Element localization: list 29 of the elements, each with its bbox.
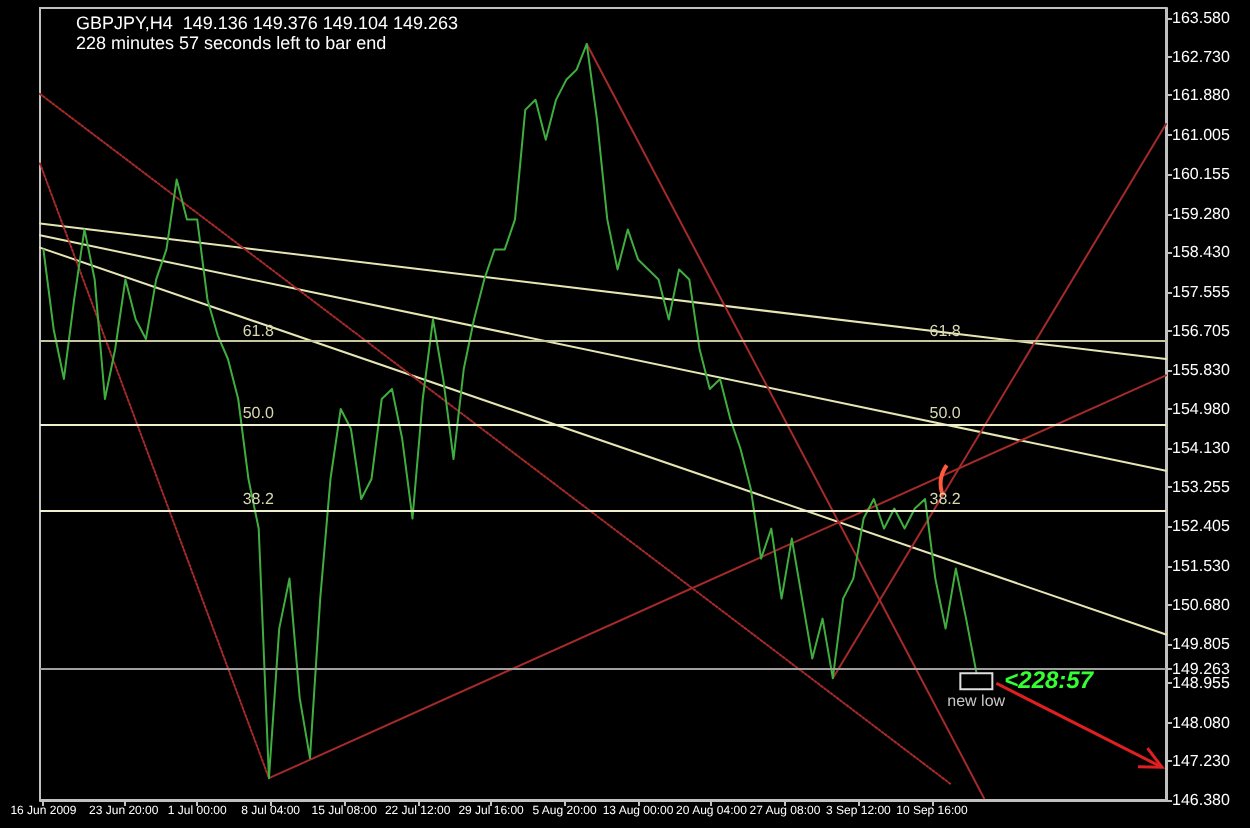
y-tick-label: 161.005 <box>1172 126 1231 145</box>
y-tick-label: 158.430 <box>1172 243 1231 262</box>
annotation: 61.8 <box>242 321 274 340</box>
chart-title: GBPJPY,H4 149.136 149.376 149.104 149.263 <box>76 13 458 33</box>
y-tick-label: 148.080 <box>1172 713 1231 732</box>
y-tick-label: 155.830 <box>1172 361 1231 380</box>
annotation: 50.0 <box>929 404 961 423</box>
y-tick-label: 150.680 <box>1172 595 1231 614</box>
y-tick-label: 148.955 <box>1172 673 1231 692</box>
annotation: <228:57 <box>1004 666 1094 695</box>
y-tick-label: 161.880 <box>1172 86 1231 105</box>
y-tick-label: 157.555 <box>1172 282 1231 301</box>
y-tick-label: 146.380 <box>1172 791 1231 809</box>
y-tick-label: 147.230 <box>1172 752 1231 771</box>
y-tick-label: 159.280 <box>1172 204 1231 223</box>
text: 228 minutes 57 seconds left to bar end <box>76 33 387 53</box>
annotation: new low <box>947 691 1006 710</box>
annotation: 50.0 <box>242 404 274 423</box>
y-tick-label: 162.730 <box>1172 47 1231 66</box>
y-tick-label: 149.805 <box>1172 635 1231 654</box>
y-tick-label: 153.255 <box>1172 478 1231 497</box>
y-tick-label: 163.580 <box>1172 9 1231 27</box>
y-tick-label: 154.980 <box>1172 400 1231 418</box>
y-tick-label: 156.705 <box>1172 321 1231 340</box>
y-tick-label: 160.155 <box>1172 164 1231 183</box>
y-tick-label: 151.530 <box>1172 556 1231 575</box>
y-tick-label: 152.405 <box>1172 517 1231 536</box>
y-tick-label: 149.263 <box>1172 659 1231 678</box>
y-tick-label: 154.130 <box>1172 438 1231 457</box>
